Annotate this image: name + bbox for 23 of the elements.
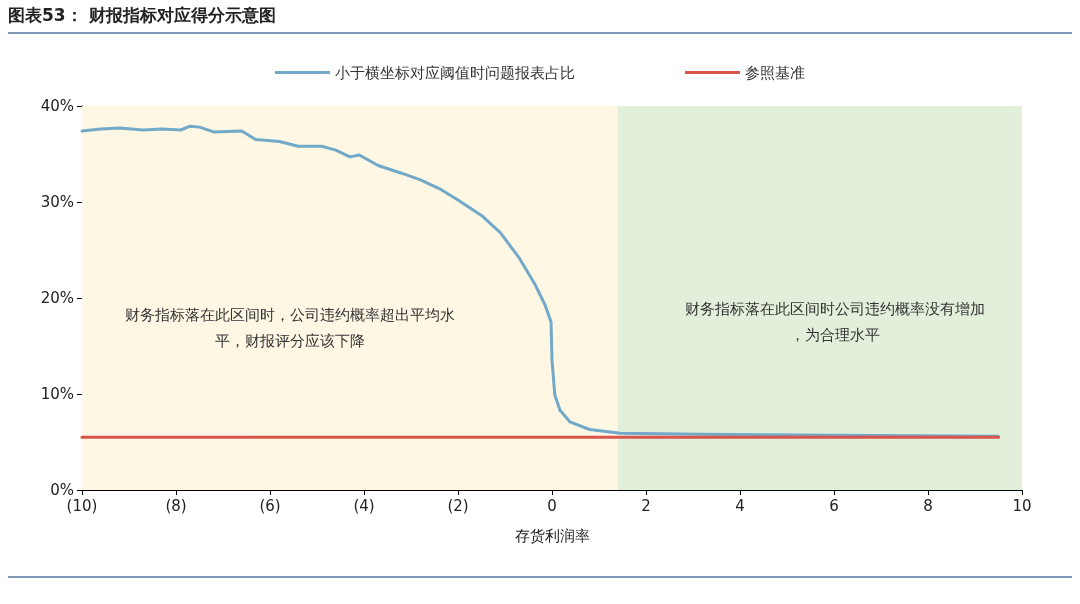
x-tick-label: (2) <box>447 496 469 515</box>
y-tick-label: 20% <box>40 289 74 307</box>
x-tick-label: (6) <box>259 496 281 515</box>
x-tick-label: 2 <box>641 496 651 515</box>
x-tick-label: (4) <box>353 496 375 515</box>
x-axis-title: 存货利润率 <box>514 526 590 545</box>
x-tick-label: 6 <box>829 496 839 515</box>
band-label: 财务指标落在此区间时公司违约概率没有增加，为合理水平 <box>684 300 985 344</box>
y-tick-label: 0% <box>50 481 74 499</box>
x-tick-label: 0 <box>547 496 557 515</box>
legend-label: 小于横坐标对应阈值时问题报表占比 <box>335 63 575 82</box>
x-tick-label: 8 <box>923 496 933 515</box>
chart-title: 图表53： 财报指标对应得分示意图 <box>8 4 1072 34</box>
legend-label: 参照基准 <box>745 63 805 82</box>
x-tick-label: 4 <box>735 496 745 515</box>
x-tick-label: (8) <box>165 496 187 515</box>
line-series <box>80 124 1000 438</box>
y-tick-label: 30% <box>40 193 74 211</box>
x-tick-label: 10 <box>1012 496 1032 515</box>
band-label: 财务指标落在此区间时，公司违约概率超出平均水平，财报评分应该下降 <box>124 306 455 350</box>
x-tick-label: (10) <box>66 496 98 515</box>
y-tick-label: 10% <box>40 385 74 403</box>
y-tick-label: 40% <box>40 97 74 115</box>
